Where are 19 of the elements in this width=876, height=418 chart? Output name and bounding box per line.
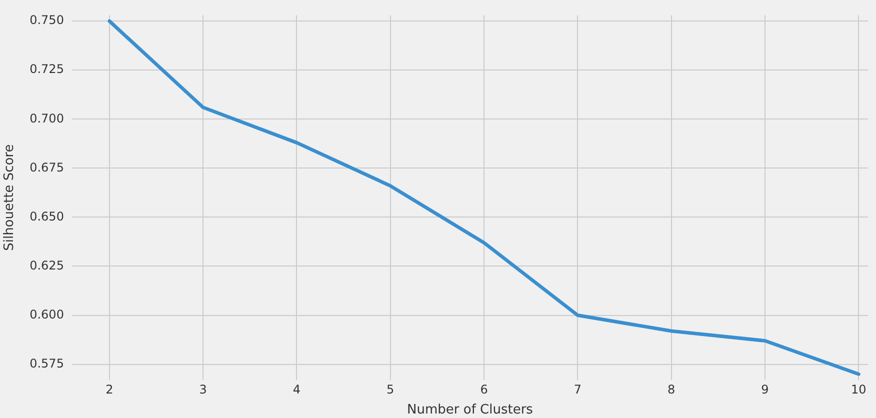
x-tick-label: 4 — [292, 382, 301, 396]
x-axis-title: Number of Clusters — [407, 402, 534, 418]
x-tick-label: 5 — [386, 382, 394, 396]
x-tick-label: 7 — [574, 382, 582, 396]
y-axis-title: Silhouette Score — [2, 144, 18, 251]
y-tick-label: 0.675 — [30, 160, 64, 174]
x-tick-label: 3 — [199, 382, 207, 396]
y-tick-label: 0.700 — [30, 111, 64, 126]
x-tick-label: 6 — [480, 382, 488, 396]
y-tick-label: 0.725 — [30, 62, 64, 76]
x-tick-label: 10 — [850, 382, 866, 396]
x-tick-label: 9 — [761, 382, 769, 396]
x-tick-label: 8 — [668, 382, 676, 396]
y-tick-label: 0.625 — [30, 258, 64, 272]
y-tick-label: 0.575 — [30, 356, 64, 370]
y-tick-label: 0.600 — [30, 307, 64, 322]
y-tick-label: 0.750 — [30, 13, 64, 28]
x-tick-label: 2 — [106, 382, 114, 396]
y-tick-label: 0.650 — [30, 209, 64, 224]
